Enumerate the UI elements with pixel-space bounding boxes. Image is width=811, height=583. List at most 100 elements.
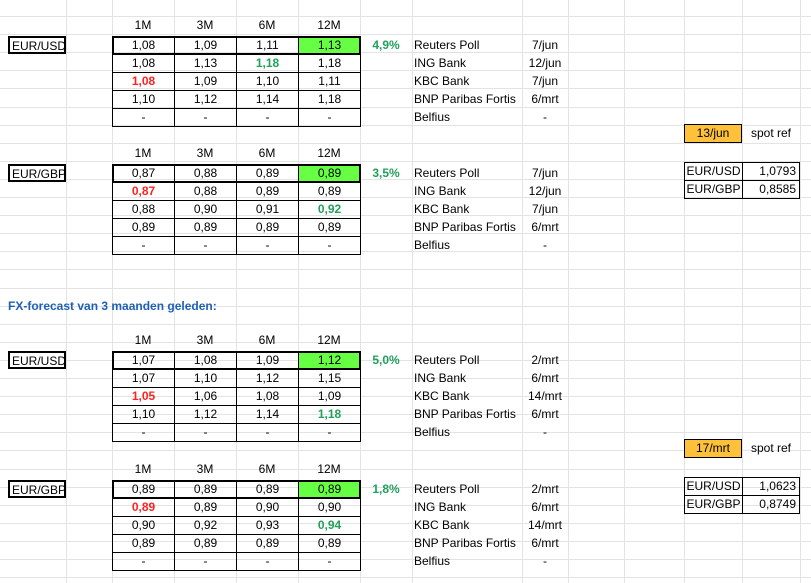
forecast-cell[interactable]: 0,89 xyxy=(298,182,361,201)
forecast-cell[interactable]: 0,87 xyxy=(112,164,175,183)
spot-pair[interactable]: EUR/GBP xyxy=(684,180,743,199)
forecast-cell[interactable]: 0,92 xyxy=(174,516,237,535)
forecast-cell[interactable]: - xyxy=(298,108,361,127)
forecast-cell[interactable]: 0,90 xyxy=(236,498,299,517)
forecast-cell[interactable]: 0,89 xyxy=(298,534,361,553)
spot-pair[interactable]: EUR/USD xyxy=(684,477,743,496)
forecast-cell[interactable]: - xyxy=(236,423,299,442)
forecast-cell[interactable]: - xyxy=(236,236,299,255)
forecast-cell[interactable]: 1,08 xyxy=(112,72,175,91)
forecast-cell[interactable]: 0,89 xyxy=(174,218,237,237)
forecast-cell[interactable]: 1,13 xyxy=(174,54,237,73)
forecast-cell[interactable]: 0,87 xyxy=(112,182,175,201)
forecast-cell[interactable]: 1,12 xyxy=(236,369,299,388)
forecast-cell[interactable]: - xyxy=(112,552,175,571)
forecast-cell[interactable]: 0,94 xyxy=(298,516,361,535)
forecast-cell[interactable]: 0,93 xyxy=(236,516,299,535)
forecast-cell[interactable]: 1,09 xyxy=(298,387,361,406)
forecast-cell[interactable]: - xyxy=(298,552,361,571)
gridline-horizontal xyxy=(0,70,811,71)
forecast-cell[interactable]: 1,09 xyxy=(174,72,237,91)
forecast-cell[interactable]: - xyxy=(174,552,237,571)
forecast-cell[interactable]: - xyxy=(174,108,237,127)
forecast-cell[interactable]: 0,89 xyxy=(112,534,175,553)
forecast-cell[interactable]: 0,89 xyxy=(174,534,237,553)
forecast-cell[interactable]: - xyxy=(112,108,175,127)
forecast-cell[interactable]: 1,18 xyxy=(298,405,361,424)
forecast-cell[interactable]: 1,13 xyxy=(298,36,361,55)
forecast-cell[interactable]: 0,90 xyxy=(298,498,361,517)
forecast-cell[interactable]: 1,08 xyxy=(112,54,175,73)
forecast-cell[interactable]: 1,05 xyxy=(112,387,175,406)
forecast-cell[interactable]: 1,07 xyxy=(112,351,175,370)
forecast-cell[interactable]: 0,89 xyxy=(298,480,361,499)
gridline-horizontal xyxy=(0,16,811,17)
forecast-cell[interactable]: 1,10 xyxy=(174,369,237,388)
forecast-cell[interactable]: 1,15 xyxy=(298,369,361,388)
forecast-cell[interactable]: 0,88 xyxy=(174,164,237,183)
forecast-cell[interactable]: 1,10 xyxy=(112,405,175,424)
forecast-cell[interactable]: 0,89 xyxy=(112,218,175,237)
currency-pair-label[interactable]: EUR/USD xyxy=(8,351,66,369)
spot-reference-date[interactable]: 17/mrt xyxy=(684,439,742,458)
forecast-cell[interactable]: - xyxy=(298,236,361,255)
forecast-cell[interactable]: 1,09 xyxy=(236,351,299,370)
forecast-cell[interactable]: 0,89 xyxy=(236,182,299,201)
spot-pair[interactable]: EUR/USD xyxy=(684,162,743,181)
spot-pair[interactable]: EUR/GBP xyxy=(684,495,743,514)
forecast-cell[interactable]: 0,88 xyxy=(112,200,175,219)
forecast-cell[interactable]: 0,91 xyxy=(236,200,299,219)
forecast-cell[interactable]: 1,18 xyxy=(298,90,361,109)
forecast-cell[interactable]: 1,14 xyxy=(236,405,299,424)
forecast-cell[interactable]: 0,89 xyxy=(236,534,299,553)
forecast-cell[interactable]: - xyxy=(112,423,175,442)
forecast-cell[interactable]: 1,18 xyxy=(236,54,299,73)
currency-pair-label[interactable]: EUR/GBP xyxy=(8,164,66,182)
gridline-horizontal xyxy=(0,269,811,270)
forecast-cell[interactable]: 1,12 xyxy=(174,405,237,424)
spot-rate[interactable]: 0,8585 xyxy=(742,180,800,199)
forecast-cell[interactable]: 0,89 xyxy=(174,498,237,517)
forecast-cell[interactable]: 1,07 xyxy=(112,369,175,388)
spot-rate[interactable]: 1,0623 xyxy=(742,477,800,496)
forecast-cell[interactable]: 1,12 xyxy=(174,90,237,109)
forecast-cell[interactable]: - xyxy=(236,108,299,127)
period-header-12m: 12M xyxy=(317,18,341,32)
forecast-cell[interactable]: 0,89 xyxy=(112,480,175,499)
forecast-cell[interactable]: 1,14 xyxy=(236,90,299,109)
forecast-cell[interactable]: 0,89 xyxy=(236,218,299,237)
forecast-cell[interactable]: 1,11 xyxy=(236,36,299,55)
currency-pair-label[interactable]: EUR/GBP xyxy=(8,480,66,498)
forecast-cell[interactable]: - xyxy=(236,552,299,571)
forecast-cell[interactable]: 1,10 xyxy=(236,72,299,91)
forecast-cell[interactable]: 0,89 xyxy=(112,498,175,517)
forecast-cell[interactable]: - xyxy=(112,236,175,255)
forecast-cell[interactable]: 1,12 xyxy=(298,351,361,370)
forecast-cell[interactable]: 0,89 xyxy=(298,164,361,183)
forecast-cell[interactable]: 0,89 xyxy=(236,164,299,183)
forecast-cell[interactable]: 0,92 xyxy=(298,200,361,219)
forecast-cell[interactable]: 1,08 xyxy=(112,36,175,55)
forecast-cell[interactable]: 1,18 xyxy=(298,54,361,73)
forecast-cell[interactable]: 1,09 xyxy=(174,36,237,55)
spot-reference-date[interactable]: 13/jun xyxy=(684,124,742,143)
forecast-cell[interactable]: 0,89 xyxy=(298,218,361,237)
forecast-cell[interactable]: 1,10 xyxy=(112,90,175,109)
forecast-cell[interactable]: 1,08 xyxy=(174,351,237,370)
forecast-cell[interactable]: - xyxy=(174,236,237,255)
spot-rate[interactable]: 0,8749 xyxy=(742,495,800,514)
forecast-cell[interactable]: 0,88 xyxy=(174,182,237,201)
forecast-cell[interactable]: 0,89 xyxy=(236,480,299,499)
spot-rate[interactable]: 1,0793 xyxy=(742,162,800,181)
period-header-1m: 1M xyxy=(134,18,152,32)
gridline-horizontal xyxy=(0,288,811,289)
forecast-cell[interactable]: - xyxy=(174,423,237,442)
forecast-cell[interactable]: - xyxy=(298,423,361,442)
forecast-cell[interactable]: 0,89 xyxy=(174,480,237,499)
forecast-cell[interactable]: 1,08 xyxy=(236,387,299,406)
currency-pair-label[interactable]: EUR/USD xyxy=(8,36,66,54)
forecast-cell[interactable]: 0,90 xyxy=(174,200,237,219)
forecast-cell[interactable]: 1,06 xyxy=(174,387,237,406)
forecast-cell[interactable]: 1,11 xyxy=(298,72,361,91)
forecast-cell[interactable]: 0,90 xyxy=(112,516,175,535)
